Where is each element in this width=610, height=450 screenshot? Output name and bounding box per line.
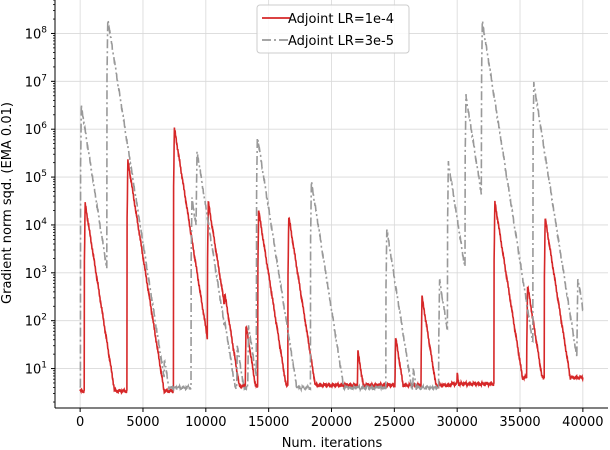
- x-tick-label: 40000: [562, 415, 603, 430]
- y-tick-label: 103: [25, 265, 47, 282]
- legend-label: Adjoint LR=1e-4: [288, 12, 394, 27]
- y-tick-label: 106: [25, 121, 48, 138]
- y-tick-label: 107: [25, 73, 47, 90]
- series-lines: [79, 19, 584, 396]
- legend: Adjoint LR=1e-4 Adjoint LR=3e-5: [256, 4, 410, 54]
- legend-label: Adjoint LR=3e-5: [288, 34, 394, 49]
- y-tick-label: 104: [25, 217, 48, 234]
- x-tick-label: 15000: [248, 415, 289, 430]
- x-tick-label: 0: [76, 415, 84, 430]
- x-axis-label: Num. iterations: [282, 436, 383, 450]
- y-axis-label: Gradient norm sqd. (EMA 0.01): [0, 102, 15, 304]
- x-ticks: 0 5000 10000 15000 20000 25000 30000 35000 40000: [76, 408, 604, 430]
- x-tick-label: 5000: [126, 415, 159, 430]
- series-line-1: [79, 127, 584, 396]
- x-tick-label: 20000: [311, 415, 352, 430]
- x-tick-label: 35000: [499, 415, 540, 430]
- y-tick-label: 101: [25, 361, 47, 378]
- x-tick-label: 10000: [185, 415, 226, 430]
- x-tick-label: 25000: [374, 415, 415, 430]
- x-tick-label: 30000: [437, 415, 478, 430]
- legend-box: [256, 4, 410, 54]
- y-tick-label: 105: [25, 169, 47, 186]
- y-tick-label: 102: [25, 313, 47, 330]
- grid: [55, 0, 608, 408]
- y-ticks: 101 102 103 104 105 106 107 108: [25, 0, 55, 403]
- y-tick-label: 108: [25, 25, 48, 42]
- series-line-2: [79, 19, 584, 393]
